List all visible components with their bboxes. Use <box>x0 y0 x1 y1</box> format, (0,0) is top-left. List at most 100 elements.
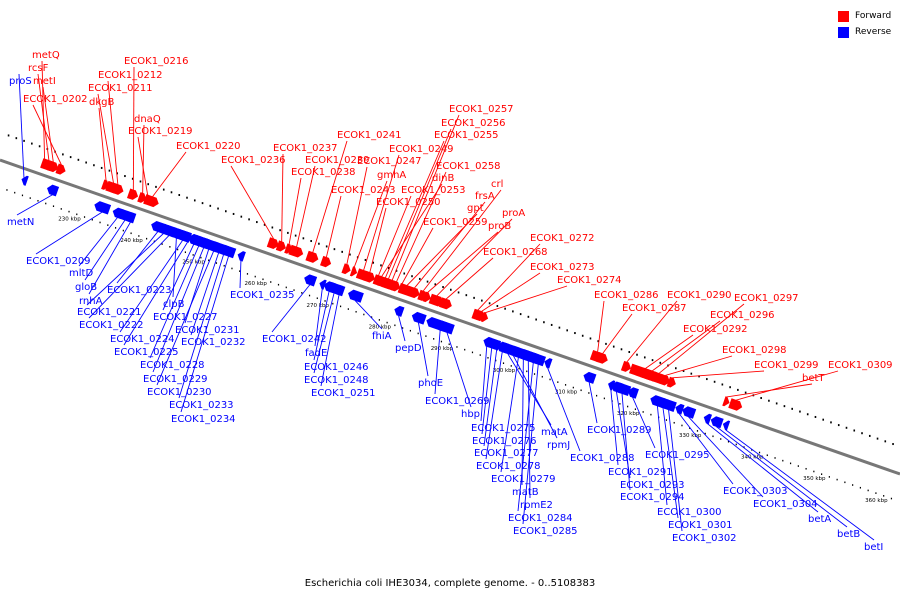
forward-gene-label[interactable]: ECOK1_0237 <box>273 143 338 154</box>
reverse-gene-arrow[interactable] <box>543 357 553 369</box>
reverse-gene-label[interactable]: ECOK1_0231 <box>175 325 240 336</box>
forward-gene-label[interactable]: ECOK1_0253 <box>401 185 466 196</box>
reverse-gene-label[interactable]: ECOK1_0230 <box>147 387 212 398</box>
forward-gene-label[interactable]: metI <box>33 76 56 87</box>
reverse-gene-label[interactable]: ECOK1_0288 <box>570 453 635 464</box>
forward-gene-label[interactable]: dnaQ <box>134 114 161 125</box>
reverse-gene-arrow[interactable] <box>582 370 597 384</box>
forward-gene-label[interactable]: ECOK1_0255 <box>434 130 499 141</box>
reverse-gene-label[interactable]: ECOK1_0294 <box>620 492 685 503</box>
forward-gene-label[interactable]: ECOK1_0257 <box>449 104 514 115</box>
reverse-gene-arrow[interactable] <box>681 405 697 419</box>
reverse-gene-label[interactable]: betA <box>808 514 831 525</box>
reverse-gene-arrow[interactable] <box>93 200 112 215</box>
reverse-gene-label[interactable]: ECOK1_0302 <box>672 533 737 544</box>
reverse-gene-label[interactable]: ECOK1_0269 <box>425 396 490 407</box>
forward-gene-arrow[interactable] <box>349 266 359 277</box>
forward-gene-label[interactable]: metQ <box>32 50 60 61</box>
forward-gene-arrow[interactable] <box>55 163 67 176</box>
reverse-gene-label[interactable]: proS <box>9 76 32 87</box>
forward-gene-label[interactable]: ECOK1_0249 <box>389 144 454 155</box>
reverse-gene-label[interactable]: ECOK1_0234 <box>171 414 236 425</box>
reverse-gene-label[interactable]: ECOK1_0233 <box>169 400 234 411</box>
reverse-gene-arrow[interactable] <box>660 398 677 412</box>
forward-gene-label[interactable]: crl <box>491 179 503 190</box>
reverse-gene-arrow[interactable] <box>721 419 731 431</box>
forward-gene-arrow[interactable] <box>46 160 60 173</box>
forward-gene-arrow[interactable] <box>341 263 352 275</box>
forward-gene-label[interactable]: ECOK1_0309 <box>828 360 893 371</box>
forward-gene-arrow[interactable] <box>126 188 140 202</box>
forward-gene-arrow[interactable] <box>595 352 610 365</box>
reverse-gene-label[interactable]: matA <box>541 427 568 438</box>
reverse-gene-label[interactable]: ECOK1_0223 <box>107 285 172 296</box>
reverse-gene-label[interactable]: ECOK1_0232 <box>181 337 246 348</box>
reverse-gene-label[interactable]: betI <box>864 542 883 553</box>
reverse-gene-label[interactable]: ECOK1_0303 <box>723 486 788 497</box>
forward-gene-arrow[interactable] <box>629 363 657 382</box>
reverse-gene-label[interactable]: ECOK1_0242 <box>262 334 327 345</box>
forward-gene-arrow[interactable] <box>362 270 377 284</box>
forward-gene-label[interactable]: ECOK1_0268 <box>483 247 548 258</box>
forward-gene-label[interactable]: ECOK1_0259 <box>423 217 488 228</box>
forward-gene-label[interactable]: gmhA <box>377 170 406 181</box>
forward-gene-label[interactable]: ECOK1_0243 <box>331 185 396 196</box>
reverse-gene-label[interactable]: clpB <box>163 299 185 310</box>
reverse-gene-arrow[interactable] <box>425 316 447 332</box>
forward-gene-label[interactable]: rcsF <box>28 63 49 74</box>
reverse-gene-arrow[interactable] <box>187 233 204 247</box>
reverse-gene-label[interactable]: ECOK1_0227 <box>153 312 218 323</box>
forward-gene-label[interactable]: ECOK1_0272 <box>530 233 595 244</box>
forward-gene-arrow[interactable] <box>658 374 672 387</box>
forward-gene-label[interactable]: ECOK1_0299 <box>754 360 819 371</box>
reverse-gene-label[interactable]: ECOK1_0246 <box>304 362 369 373</box>
reverse-gene-label[interactable]: rpmJ <box>547 440 570 451</box>
reverse-gene-label[interactable]: ECOK1_0301 <box>668 520 733 531</box>
reverse-gene-label[interactable]: ECOK1_0248 <box>304 375 369 386</box>
forward-gene-label[interactable]: ECOK1_0290 <box>667 290 732 301</box>
forward-gene-label[interactable]: ECOK1_0296 <box>710 310 775 321</box>
forward-gene-label[interactable]: ECOK1_0216 <box>124 56 189 67</box>
forward-gene-arrow[interactable] <box>305 250 320 264</box>
reverse-gene-label[interactable]: ECOK1_0224 <box>110 334 175 345</box>
forward-gene-arrow[interactable] <box>266 237 281 250</box>
reverse-gene-label[interactable]: ECOK1_0235 <box>230 290 295 301</box>
forward-gene-arrow[interactable] <box>137 192 148 204</box>
reverse-gene-label[interactable]: mltD <box>69 268 93 279</box>
reverse-gene-label[interactable]: phoE <box>418 378 443 389</box>
reverse-gene-label[interactable]: ECOK1_0285 <box>513 526 578 537</box>
reverse-gene-label[interactable]: ECOK1_0276 <box>472 436 537 447</box>
reverse-gene-label[interactable]: fhiA <box>372 331 392 342</box>
reverse-gene-label[interactable]: ECOK1_0221 <box>77 307 142 318</box>
reverse-gene-arrow[interactable] <box>45 183 60 197</box>
forward-gene-label[interactable]: ECOK1_0247 <box>357 156 422 167</box>
reverse-gene-label[interactable]: ECOK1_0222 <box>79 320 144 331</box>
forward-gene-label[interactable]: ECOK1_0212 <box>98 70 163 81</box>
forward-gene-label[interactable]: ECOK1_0241 <box>337 130 402 141</box>
forward-gene-label[interactable]: ECOK1_0297 <box>734 293 799 304</box>
forward-gene-label[interactable]: ECOK1_0219 <box>128 126 193 137</box>
reverse-gene-label[interactable]: ECOK1_0293 <box>620 480 685 491</box>
reverse-gene-arrow[interactable] <box>303 273 318 287</box>
reverse-gene-arrow[interactable] <box>333 284 346 297</box>
reverse-gene-label[interactable]: ECOK1_0275 <box>471 423 536 434</box>
reverse-gene-arrow[interactable] <box>709 415 724 429</box>
forward-gene-arrow[interactable] <box>144 194 161 209</box>
reverse-gene-arrow[interactable] <box>20 174 29 186</box>
forward-gene-arrow[interactable] <box>288 244 305 259</box>
forward-gene-label[interactable]: ECOK1_0274 <box>557 275 622 286</box>
forward-gene-label[interactable]: ECOK1_0286 <box>594 290 659 301</box>
reverse-gene-label[interactable]: rpmE2 <box>520 500 553 511</box>
forward-gene-label[interactable]: ECOK1_0236 <box>221 155 286 166</box>
forward-gene-arrow[interactable] <box>275 240 288 252</box>
reverse-gene-label[interactable]: ECOK1_0251 <box>311 388 376 399</box>
reverse-gene-label[interactable]: ECOK1_0278 <box>476 461 541 472</box>
forward-gene-arrow[interactable] <box>320 255 333 269</box>
reverse-gene-arrow[interactable] <box>626 386 639 399</box>
reverse-gene-label[interactable]: ECOK1_0228 <box>140 360 205 371</box>
reverse-gene-label[interactable]: ECOK1_0284 <box>508 513 573 524</box>
reverse-gene-arrow[interactable] <box>393 305 405 317</box>
reverse-gene-label[interactable]: ECOK1_0304 <box>753 499 818 510</box>
reverse-gene-label[interactable]: metN <box>7 217 34 228</box>
reverse-gene-label[interactable]: ECOK1_0279 <box>491 474 556 485</box>
